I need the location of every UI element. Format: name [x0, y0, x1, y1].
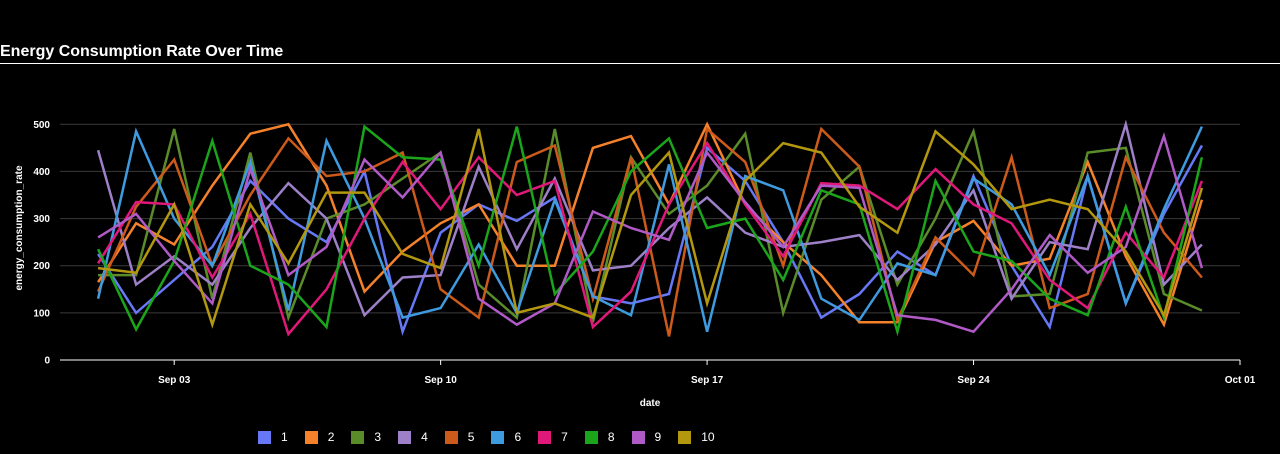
- legend-label: 10: [701, 430, 715, 444]
- legend-label: 3: [374, 430, 382, 444]
- series-line-2: [97, 121, 1204, 328]
- legend-swatch: [631, 430, 645, 444]
- x-axis-ticks: Sep 03 Sep 10 Sep 17 Sep 24 Oct 01: [158, 360, 1256, 386]
- legend-swatch: [398, 430, 412, 444]
- legend-label: 5: [467, 430, 475, 444]
- x-tick-label: Sep 24: [957, 375, 990, 386]
- series-line-7: [97, 140, 1204, 337]
- legend-label: 4: [421, 430, 428, 444]
- legend-label: 1: [281, 430, 288, 444]
- legend-item-8[interactable]: 8: [584, 430, 615, 444]
- legend-item-9[interactable]: 9: [631, 430, 662, 444]
- legend-item-2[interactable]: 2: [304, 430, 335, 444]
- legend-swatch: [258, 430, 271, 444]
- line-chart: 0 100 200 300 400 500 Sep 03 Sep 10 Sep 17 Sep 2…: [14, 119, 1256, 409]
- series-line-8: [96, 124, 1204, 337]
- legend-label: 9: [654, 430, 662, 444]
- y-tick-label: 100: [33, 308, 50, 319]
- legend: 1 2 3 4 5 6 7 8 9 10: [258, 430, 732, 444]
- x-axis-label: date: [640, 398, 661, 409]
- legend-label: 2: [327, 430, 335, 444]
- x-tick-label: Oct 01: [1225, 375, 1256, 386]
- legend-swatch: [444, 430, 458, 444]
- legend-item-6[interactable]: 6: [491, 430, 521, 444]
- series-lines: [96, 119, 1204, 337]
- legend-label: 6: [514, 430, 522, 444]
- chart-title: Energy Consumption Rate Over Time: [0, 43, 284, 60]
- legend-item-1[interactable]: 1: [258, 430, 288, 444]
- y-tick-label: 400: [33, 167, 50, 178]
- y-tick-label: 500: [33, 120, 50, 131]
- y-axis-label: energy_consumption_rate: [14, 165, 25, 290]
- legend-item-3[interactable]: 3: [351, 430, 381, 444]
- title-divider: [0, 63, 1280, 64]
- legend-label: 8: [607, 430, 615, 444]
- legend-swatch: [304, 430, 318, 444]
- y-tick-label: 300: [33, 214, 50, 225]
- legend-swatch: [678, 430, 692, 444]
- x-tick-label: Sep 03: [158, 375, 191, 386]
- series-line-10: [97, 128, 1204, 329]
- legend-label: 7: [561, 430, 568, 444]
- y-tick-label: 0: [44, 356, 50, 367]
- legend-swatch: [584, 430, 598, 444]
- legend-swatch: [491, 430, 505, 444]
- y-axis-ticks: 0 100 200 300 400 500: [33, 120, 50, 367]
- legend-item-4[interactable]: 4: [398, 430, 428, 444]
- legend-swatch: [351, 430, 365, 444]
- legend-item-10[interactable]: 10: [678, 430, 715, 444]
- x-tick-label: Sep 17: [691, 375, 724, 386]
- series-line-9: [97, 131, 1204, 334]
- legend-item-7[interactable]: 7: [538, 430, 568, 444]
- series-line-6: [96, 126, 1204, 332]
- legend-swatch: [538, 430, 552, 444]
- y-tick-label: 200: [33, 261, 50, 272]
- x-tick-label: Sep 10: [425, 375, 458, 386]
- series-line-1: [97, 144, 1203, 336]
- legend-item-5[interactable]: 5: [444, 430, 475, 444]
